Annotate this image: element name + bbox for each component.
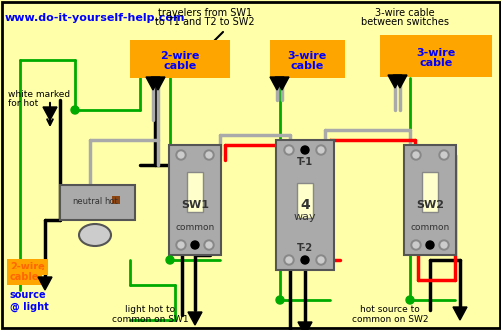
- Text: travelers from SW1: travelers from SW1: [158, 8, 252, 18]
- Circle shape: [438, 240, 448, 250]
- Circle shape: [410, 240, 420, 250]
- Polygon shape: [188, 312, 201, 325]
- Bar: [276, 140, 333, 270]
- Polygon shape: [270, 77, 284, 90]
- Circle shape: [286, 257, 292, 263]
- Text: 2-wire: 2-wire: [10, 262, 45, 272]
- Text: 2-wire: 2-wire: [160, 51, 199, 61]
- Circle shape: [301, 256, 309, 264]
- Bar: [169, 145, 220, 255]
- Circle shape: [203, 150, 213, 160]
- Polygon shape: [387, 75, 401, 88]
- Circle shape: [203, 240, 213, 250]
- Text: neutral: neutral: [72, 197, 102, 207]
- Polygon shape: [452, 307, 466, 320]
- Polygon shape: [275, 77, 289, 90]
- Text: SW1: SW1: [181, 200, 208, 210]
- Text: white marked: white marked: [8, 90, 70, 99]
- Circle shape: [440, 242, 446, 248]
- Text: cable: cable: [10, 272, 40, 282]
- Text: common on SW1: common on SW1: [111, 315, 188, 324]
- Polygon shape: [38, 277, 52, 290]
- Text: cable: cable: [290, 61, 323, 71]
- Text: common: common: [409, 222, 449, 232]
- Text: 3-wire cable: 3-wire cable: [374, 8, 434, 18]
- Text: T-1: T-1: [297, 157, 313, 167]
- Bar: [379, 35, 491, 77]
- Text: T-2: T-2: [297, 243, 313, 253]
- Circle shape: [205, 242, 211, 248]
- Circle shape: [205, 152, 211, 158]
- Text: @ light: @ light: [10, 302, 49, 312]
- Polygon shape: [43, 107, 57, 120]
- Bar: [403, 145, 455, 255]
- Circle shape: [410, 150, 420, 160]
- Circle shape: [284, 145, 294, 155]
- Circle shape: [276, 296, 284, 304]
- Circle shape: [176, 150, 186, 160]
- Circle shape: [71, 106, 79, 114]
- Text: way: way: [293, 212, 316, 222]
- Ellipse shape: [79, 224, 111, 246]
- Text: source: source: [10, 290, 47, 300]
- Circle shape: [286, 147, 292, 153]
- Circle shape: [405, 296, 413, 304]
- Circle shape: [440, 152, 446, 158]
- Circle shape: [412, 152, 418, 158]
- Circle shape: [317, 257, 323, 263]
- Text: to T1 and T2 to SW2: to T1 and T2 to SW2: [155, 17, 255, 27]
- Circle shape: [425, 241, 433, 249]
- Circle shape: [438, 150, 448, 160]
- Text: between switches: between switches: [360, 17, 448, 27]
- Text: light hot to: light hot to: [125, 305, 175, 314]
- Text: hot source to: hot source to: [359, 305, 419, 314]
- Bar: [270, 40, 344, 78]
- Bar: [421, 172, 437, 212]
- Bar: [297, 183, 313, 218]
- Polygon shape: [151, 77, 165, 90]
- Circle shape: [317, 147, 323, 153]
- Circle shape: [301, 146, 309, 154]
- Text: hot: hot: [104, 197, 118, 207]
- Circle shape: [284, 255, 294, 265]
- Polygon shape: [146, 77, 160, 90]
- Polygon shape: [392, 75, 406, 88]
- Text: 3-wire: 3-wire: [287, 51, 326, 61]
- Bar: [130, 40, 229, 78]
- Bar: [112, 196, 120, 204]
- Polygon shape: [298, 322, 312, 330]
- Text: www.do-it-yourself-help.com: www.do-it-yourself-help.com: [5, 13, 185, 23]
- Circle shape: [176, 240, 186, 250]
- Circle shape: [178, 242, 184, 248]
- Text: SW2: SW2: [415, 200, 443, 210]
- Circle shape: [315, 255, 325, 265]
- Text: 4: 4: [300, 198, 309, 212]
- Circle shape: [315, 145, 325, 155]
- Text: 3-wire: 3-wire: [415, 48, 455, 58]
- Bar: [60, 185, 135, 220]
- Circle shape: [178, 152, 184, 158]
- Text: cable: cable: [418, 58, 452, 68]
- Text: for hot: for hot: [8, 99, 38, 108]
- Bar: [187, 172, 202, 212]
- Circle shape: [412, 242, 418, 248]
- Circle shape: [190, 241, 198, 249]
- Text: cable: cable: [163, 61, 196, 71]
- Text: common: common: [175, 222, 214, 232]
- Text: common on SW2: common on SW2: [351, 315, 427, 324]
- Circle shape: [166, 256, 174, 264]
